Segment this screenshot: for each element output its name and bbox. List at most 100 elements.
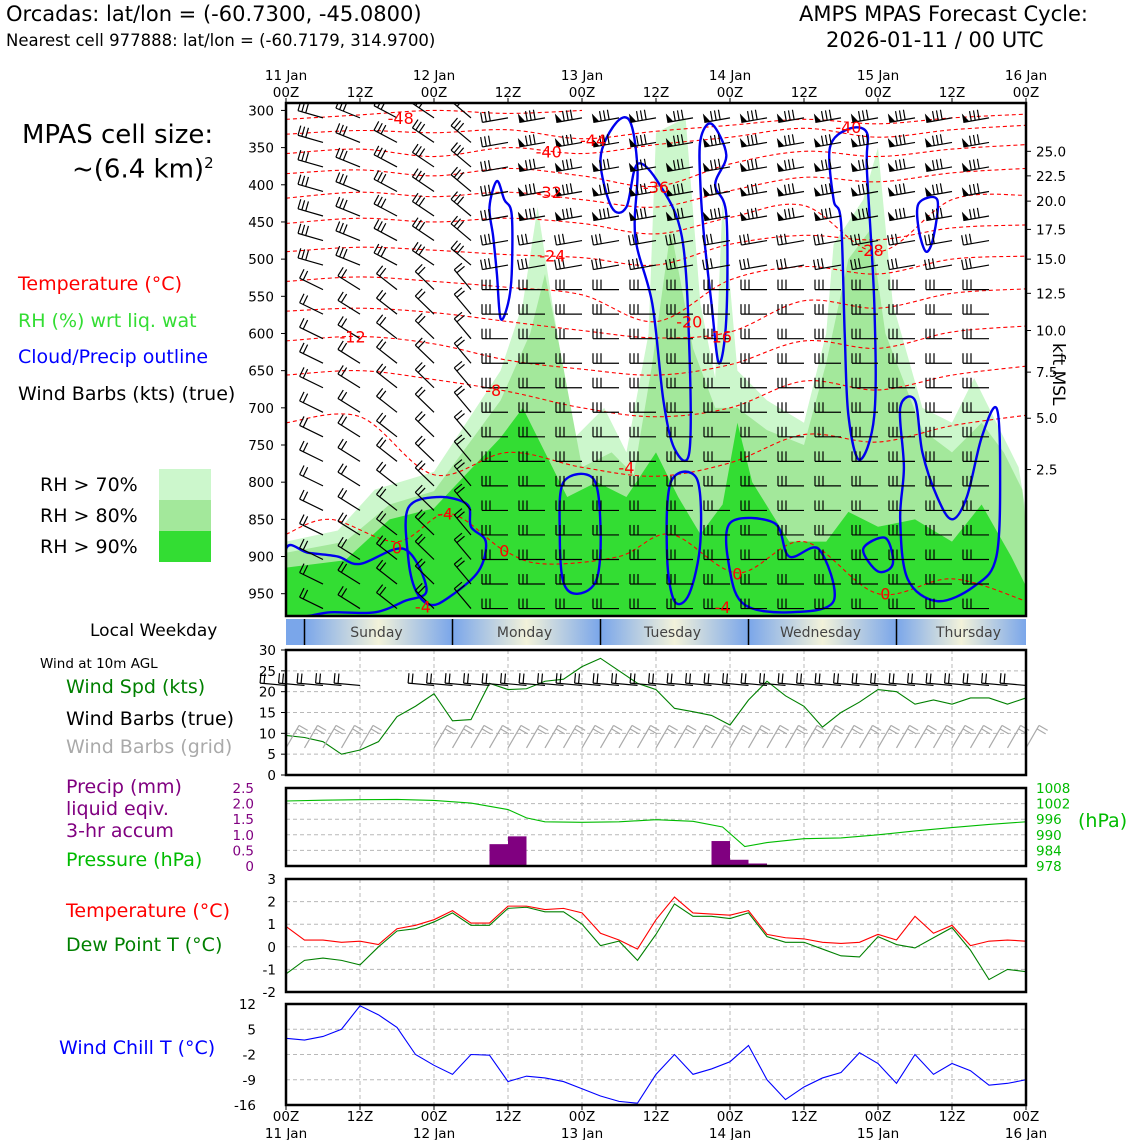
wind-barb (665, 207, 694, 222)
barb-tick (370, 728, 380, 735)
barb-tick (898, 159, 902, 170)
barb-tick (340, 416, 348, 426)
wind-barb (850, 233, 879, 246)
barb-tick (481, 673, 484, 684)
surface-barb-grid (507, 724, 530, 749)
barb-tick (861, 183, 865, 195)
wind-barb (777, 304, 804, 315)
wind-barb (592, 451, 619, 462)
barb-tick (380, 247, 387, 257)
barb-tick (379, 390, 387, 400)
wind-barb (739, 183, 768, 197)
wind-barb (962, 475, 989, 487)
barb-shaft (335, 254, 361, 266)
barb-tick (456, 103, 461, 107)
barb-shaft (414, 344, 435, 364)
wind-barb (411, 119, 435, 143)
barb-shaft (337, 398, 361, 413)
barb-tick (453, 434, 463, 442)
barb-shaft (852, 215, 879, 222)
wind-chill-line (285, 1005, 1027, 1104)
surface-barb-grid (914, 724, 937, 749)
barb-flag (961, 113, 970, 123)
barb-shaft (337, 520, 361, 536)
legend-rh90-swatch (159, 531, 211, 562)
isotherm-line (286, 413, 1026, 477)
barb-tick (898, 110, 902, 121)
barb-tick (340, 514, 348, 524)
wind-barb (814, 524, 841, 536)
barb-tick (376, 559, 384, 569)
barb-shaft (337, 348, 361, 364)
barb-tick (894, 111, 898, 122)
barb-tick (518, 728, 528, 735)
barb-tick (561, 111, 565, 122)
barb-tick (633, 673, 636, 684)
wind-barb (555, 500, 582, 512)
wind-barb (851, 500, 878, 512)
barb-tick (335, 245, 341, 256)
wind-barb (376, 510, 398, 536)
barb-shaft (889, 141, 916, 148)
temperature-label: -48 (388, 109, 414, 128)
barb-tick (935, 208, 939, 219)
barb-shaft (778, 239, 805, 246)
barb-tick (939, 134, 943, 145)
wind-barb (517, 258, 546, 271)
barb-tick (713, 110, 717, 121)
barb-flag (961, 162, 970, 172)
wind-barb (813, 109, 842, 123)
barb-tick (746, 160, 750, 171)
barb-tick (415, 146, 422, 155)
barb-flag (517, 113, 526, 123)
barb-tick (262, 566, 265, 575)
barb-shaft (299, 473, 324, 487)
barb-tick (565, 110, 569, 121)
surface-barb-true (999, 673, 1027, 687)
barb-shaft (815, 117, 842, 123)
barb-shaft (852, 117, 879, 123)
wind-barb (453, 434, 472, 462)
kft-tick-label: 5.0 (1036, 411, 1057, 427)
barb-tick (339, 222, 344, 233)
barb-tick (337, 389, 344, 399)
wind-barb (453, 360, 472, 389)
barb-tick (972, 159, 976, 170)
weekday-segment (748, 619, 897, 645)
barb-tick (888, 673, 891, 684)
wind-barb (555, 304, 582, 315)
barb-flag (887, 211, 896, 221)
barb-tick (939, 183, 943, 194)
barb-tick (379, 562, 387, 571)
barb-tick (780, 258, 783, 270)
wind-barb (777, 574, 804, 585)
barb-shaft (299, 375, 324, 389)
barb-tick (902, 134, 906, 145)
wind-barb (518, 549, 545, 561)
barb-shaft (482, 166, 509, 173)
barb-tick (981, 728, 991, 735)
barb-shaft (704, 190, 731, 197)
barb-tick (635, 209, 639, 220)
barb-tick (414, 362, 423, 371)
barb-flag (517, 187, 526, 196)
pressure-tick-label: 650 (248, 364, 274, 380)
legend-precip-3: 3-hr accum (66, 820, 174, 842)
barb-tick (317, 724, 327, 731)
wind-barb (702, 183, 731, 197)
wind-barb (286, 288, 287, 290)
barb-tick (614, 673, 618, 684)
wind-barb (739, 258, 768, 271)
barb-tick (453, 336, 463, 344)
temperature-label: -8 (485, 381, 501, 400)
barb-tick (592, 673, 595, 684)
barb-tick (709, 135, 713, 146)
barb-tick (264, 129, 266, 139)
barb-flag (739, 162, 748, 172)
barb-shaft (729, 725, 744, 749)
barb-tick (379, 316, 387, 326)
barb-tick (1038, 724, 1048, 731)
barb-flag (702, 187, 711, 196)
barb-tick (484, 160, 487, 171)
barb-tick (964, 724, 974, 731)
